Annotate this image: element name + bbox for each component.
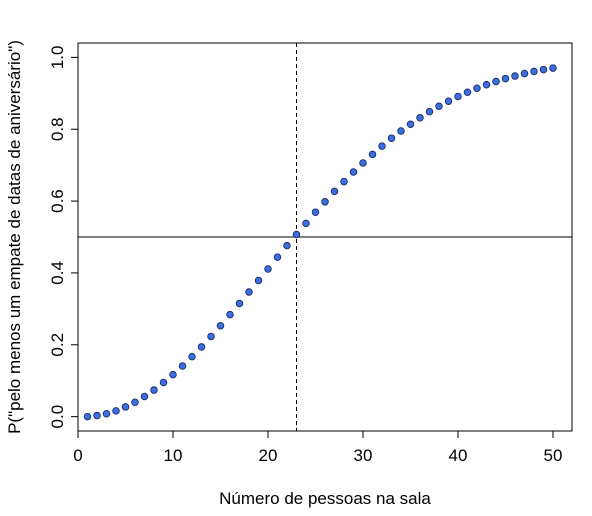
x-tick-label: 30 xyxy=(354,446,373,465)
data-point xyxy=(520,69,529,78)
data-point xyxy=(178,362,187,370)
data-point xyxy=(254,276,263,285)
data-point xyxy=(264,265,272,273)
data-point xyxy=(482,80,491,89)
data-point xyxy=(425,107,434,116)
y-tick-label: 0.4 xyxy=(48,261,67,285)
data-point xyxy=(112,407,120,415)
y-tick-label: 0.6 xyxy=(48,189,67,213)
data-point xyxy=(302,219,310,228)
data-point xyxy=(387,134,396,142)
data-point xyxy=(406,120,415,128)
data-point xyxy=(131,398,139,407)
data-points xyxy=(83,64,557,421)
data-point xyxy=(435,102,443,110)
data-point xyxy=(368,150,377,159)
x-tick-label: 10 xyxy=(164,446,183,465)
y-axis: 0.0 0.2 0.4 0.6 0.8 1.0 xyxy=(48,46,79,429)
data-point xyxy=(397,127,405,135)
y-tick-label: 0.2 xyxy=(48,333,67,357)
data-point xyxy=(359,159,367,167)
y-axis-title: P("pelo menos um empate de datas de aniv… xyxy=(5,40,24,434)
data-point xyxy=(511,72,519,80)
data-point xyxy=(473,84,481,93)
data-point xyxy=(245,288,253,296)
data-point xyxy=(454,92,462,101)
data-point xyxy=(216,321,225,330)
data-point xyxy=(102,410,111,418)
y-tick-label: 0.8 xyxy=(48,117,67,141)
data-point xyxy=(292,230,301,239)
data-point xyxy=(549,64,557,72)
data-point xyxy=(492,77,500,86)
x-tick-label: 40 xyxy=(449,446,468,465)
data-point xyxy=(378,142,386,150)
data-point xyxy=(197,343,206,351)
x-tick-label: 50 xyxy=(544,446,563,465)
data-point xyxy=(169,370,177,379)
data-point xyxy=(140,392,149,401)
data-point xyxy=(159,378,168,387)
y-tick-label: 0.0 xyxy=(48,405,67,429)
x-tick-label: 0 xyxy=(73,446,82,465)
x-tick-label: 20 xyxy=(259,446,278,465)
data-point xyxy=(539,65,548,74)
data-point xyxy=(349,168,358,176)
x-axis-title: Número de pessoas na sala xyxy=(219,489,431,508)
data-point xyxy=(283,241,291,250)
data-point xyxy=(463,88,472,96)
x-axis: 0 10 20 30 40 50 xyxy=(73,430,563,465)
data-point xyxy=(340,177,348,186)
data-point xyxy=(226,310,234,319)
data-point xyxy=(207,332,215,341)
data-point xyxy=(93,411,101,420)
data-point xyxy=(321,198,329,206)
reference-lines xyxy=(78,43,572,431)
data-point xyxy=(273,253,282,261)
data-point xyxy=(311,208,320,216)
data-point xyxy=(188,352,196,361)
data-point xyxy=(121,403,130,411)
data-point xyxy=(501,74,510,83)
data-point xyxy=(444,97,453,105)
y-tick-label: 1.0 xyxy=(48,46,67,70)
data-point xyxy=(530,67,538,76)
data-point xyxy=(416,113,424,122)
data-point xyxy=(235,299,244,308)
data-point xyxy=(330,187,339,196)
data-point xyxy=(150,386,158,394)
data-point xyxy=(83,412,92,421)
